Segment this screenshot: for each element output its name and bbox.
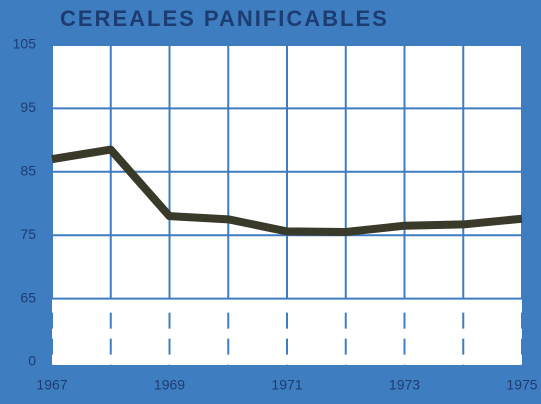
y-tick-label: 95 [20, 99, 36, 115]
x-tick-label: 1967 [36, 377, 67, 393]
y-break-label: 0 [28, 353, 36, 369]
data-line [51, 145, 523, 237]
x-tick-label: 1969 [154, 377, 185, 393]
x-tick-label: 1971 [271, 377, 302, 393]
x-tick-label: 1973 [389, 377, 420, 393]
y-tick-label: 85 [20, 163, 36, 179]
y-tick-label: 75 [20, 226, 36, 242]
y-tick-label: 105 [13, 36, 37, 52]
x-tick-label: 1975 [506, 377, 537, 393]
chart-title: CEREALES PANIFICABLES [60, 6, 389, 31]
y-tick-label: 65 [20, 289, 36, 305]
